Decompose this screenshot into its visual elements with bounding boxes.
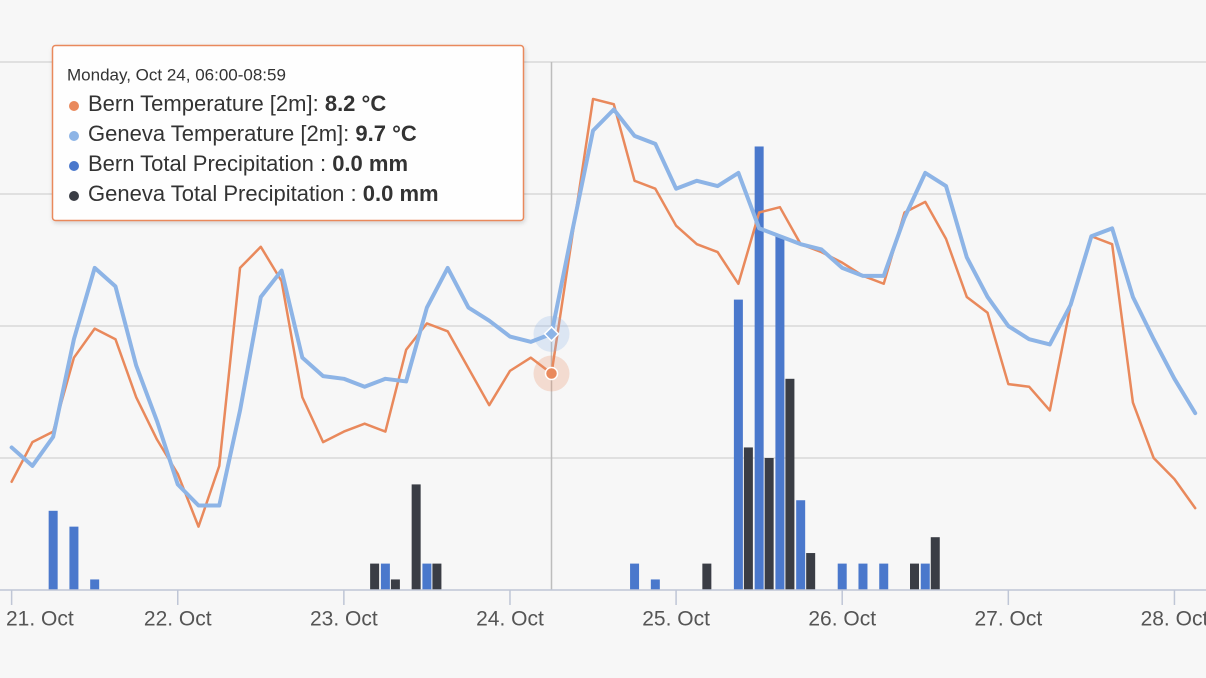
- tooltip-value: 0.0 mm: [363, 181, 439, 206]
- precip-bar: [796, 500, 806, 590]
- tooltip-box: [51, 44, 525, 222]
- precip-bar: [370, 563, 380, 590]
- x-tick-label: 25. Oct: [642, 608, 710, 631]
- precip-bar: [743, 447, 753, 590]
- tooltip-value: 8.2 °C: [325, 91, 386, 116]
- precip-bar: [754, 146, 764, 591]
- tooltip-value: 9.7 °C: [355, 121, 416, 146]
- precip-bar: [858, 563, 868, 590]
- tooltip-bullet: [69, 161, 79, 171]
- x-tick-label: 24. Oct: [476, 608, 544, 631]
- tooltip-label: Bern Temperature [2m]:: [88, 91, 319, 116]
- tooltip-row: Bern Total Precipitation : 0.0 mm: [88, 151, 408, 176]
- precip-bar: [432, 563, 442, 590]
- hover-marker: [543, 325, 560, 342]
- precip-bar: [411, 484, 421, 590]
- tooltip-header: Monday, Oct 24, 06:00-08:59: [67, 65, 286, 84]
- tooltip-label: Bern Total Precipitation :: [88, 151, 326, 176]
- precip-bar: [837, 563, 847, 590]
- precip-bar: [920, 563, 930, 590]
- x-tick-label: 27. Oct: [974, 608, 1042, 631]
- precip-bar: [48, 510, 58, 590]
- tooltip-row: Geneva Total Precipitation : 0.0 mm: [88, 181, 439, 206]
- precip-bar: [380, 563, 390, 590]
- precip-bar: [630, 563, 640, 590]
- hover-marker: [544, 366, 559, 381]
- precip-bar: [879, 563, 889, 590]
- tooltip-label: Geneva Temperature [2m]:: [88, 121, 349, 146]
- x-tick-label: 26. Oct: [808, 608, 876, 631]
- precip-bar: [910, 563, 919, 590]
- temperature-line: [9, 107, 1198, 508]
- precip-bar: [764, 458, 774, 590]
- x-tick-label: 28. Oct: [1141, 608, 1206, 631]
- precip-bar: [775, 236, 785, 591]
- precip-bar: [806, 553, 816, 590]
- x-tick-label: 23. Oct: [310, 608, 378, 631]
- tooltip-bullet: [69, 131, 79, 141]
- x-tick-label: 21. Oct: [6, 608, 74, 631]
- precip-bar: [69, 526, 79, 590]
- tooltip-row: Bern Temperature [2m]: 8.2 °C: [88, 91, 386, 116]
- tooltip-row: Geneva Temperature [2m]: 9.7 °C: [88, 121, 417, 146]
- precip-bar: [650, 579, 660, 590]
- precip-bar: [390, 579, 400, 590]
- tooltip: Monday, Oct 24, 06:00-08:59 Bern Temperat…: [51, 44, 525, 222]
- precip-bar: [422, 563, 432, 590]
- tooltip-value: 0.0 mm: [332, 151, 408, 176]
- precip-bar: [785, 378, 795, 590]
- precip-bar: [733, 299, 743, 590]
- tooltip-label: Geneva Total Precipitation :: [88, 181, 357, 206]
- precip-bar: [90, 579, 100, 590]
- precip-bar: [702, 563, 712, 590]
- precip-bar: [930, 537, 940, 590]
- temperature-line: [10, 97, 1197, 528]
- tooltip-bullet: [69, 101, 79, 111]
- tooltip-bullet: [69, 191, 79, 201]
- x-tick-label: 22. Oct: [144, 608, 212, 631]
